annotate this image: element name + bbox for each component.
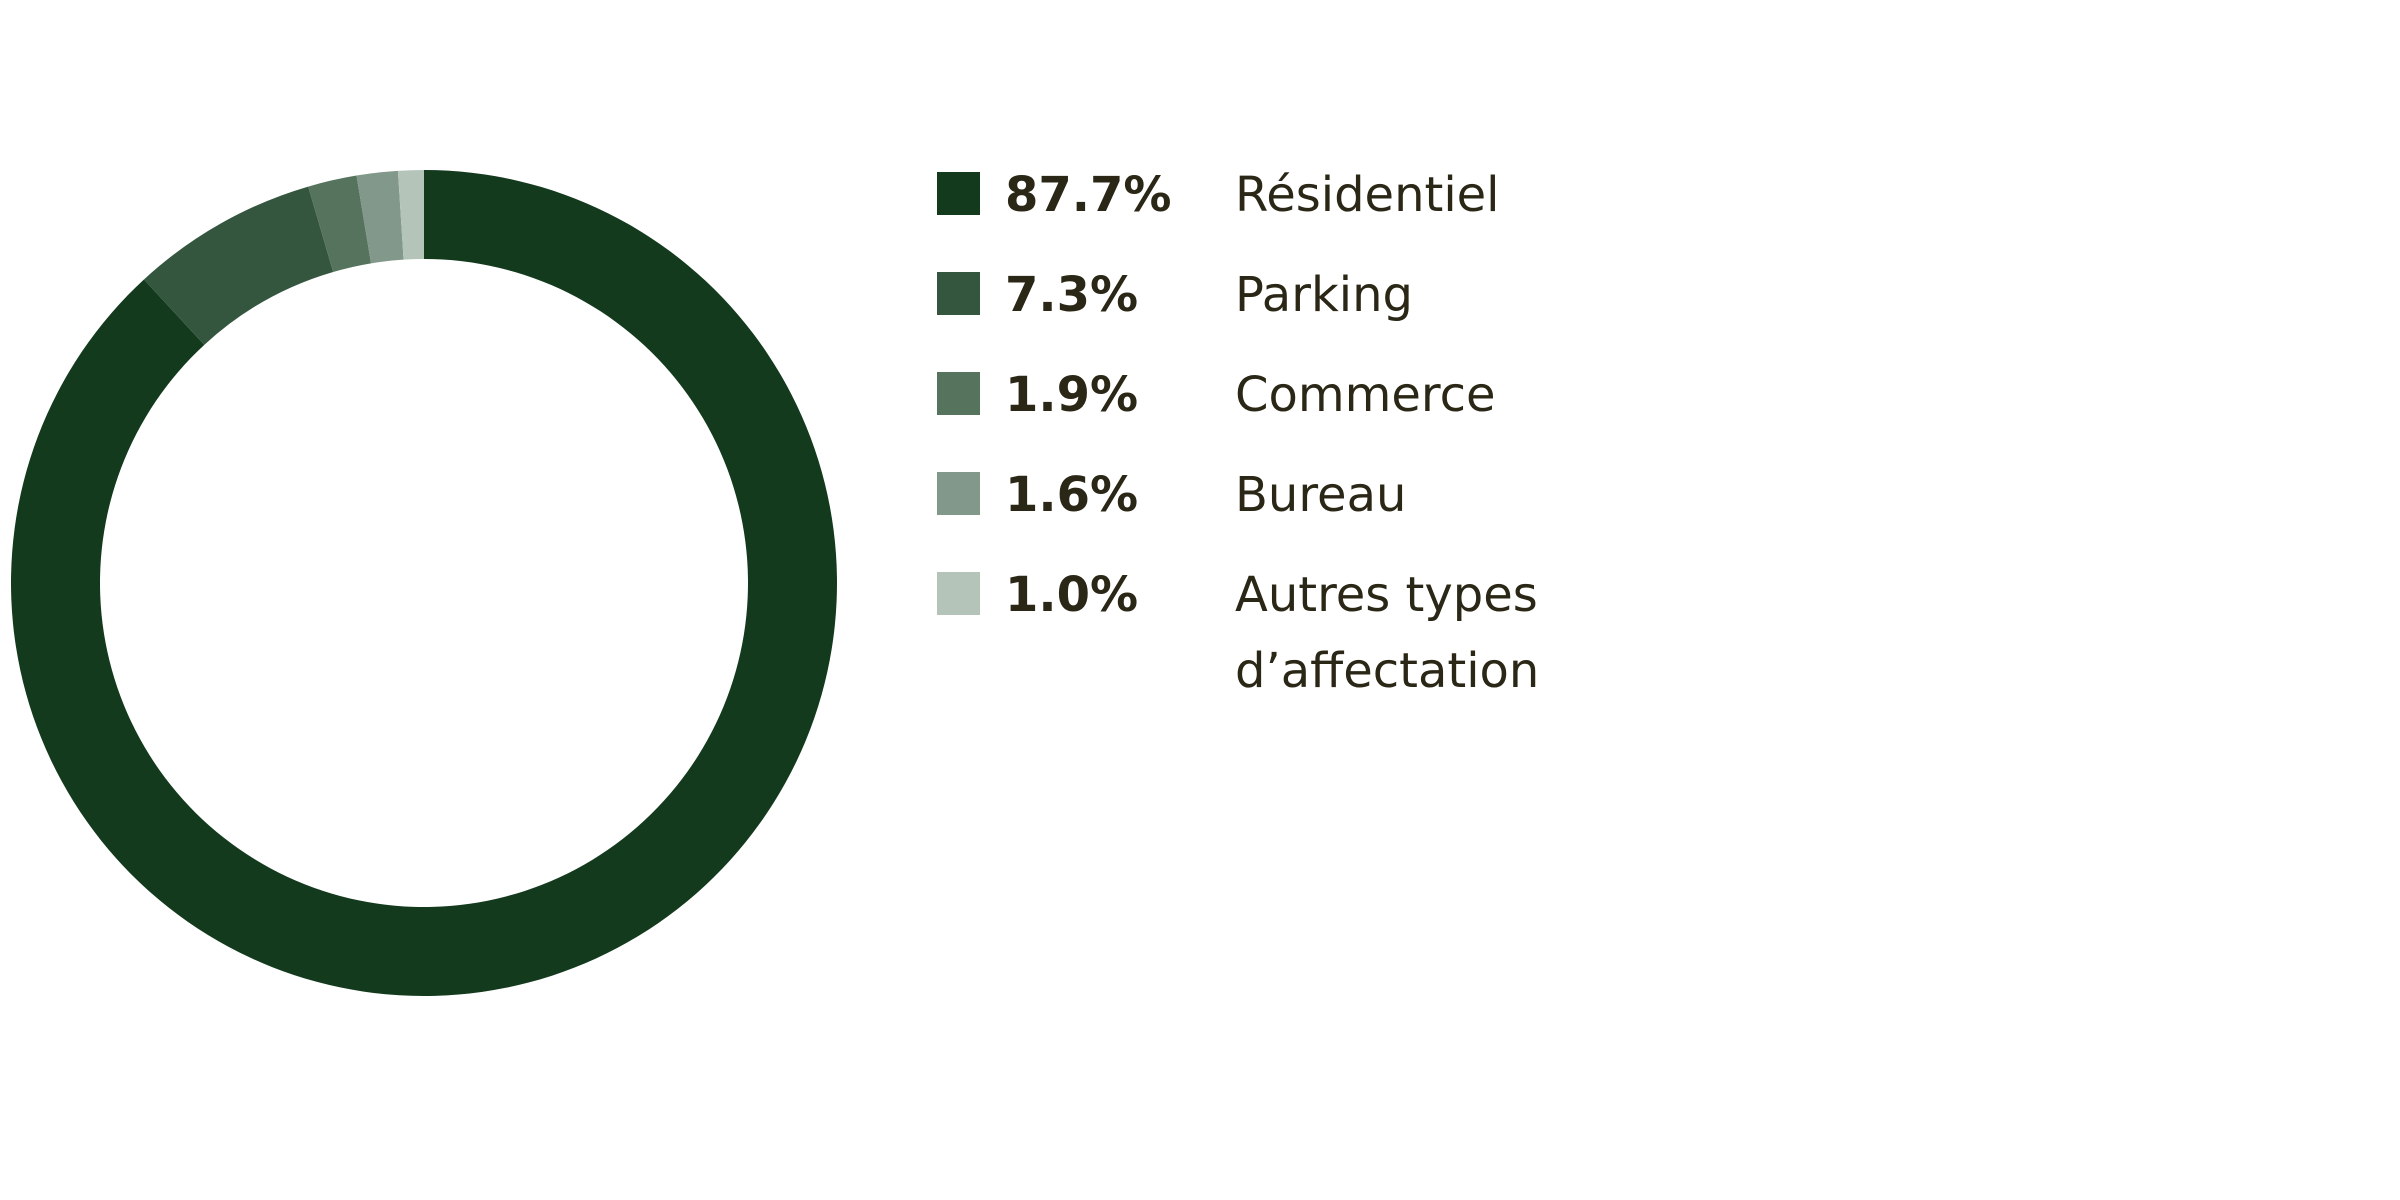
legend-value: 1.6% (1005, 467, 1139, 523)
legend-label: Parking (1235, 267, 1413, 323)
legend-value: 1.0% (1005, 567, 1139, 623)
legend-label: Commerce (1235, 367, 1496, 423)
legend-swatch (937, 372, 980, 415)
donut-slice (10, 170, 837, 996)
legend-label: Bureau (1235, 467, 1407, 523)
donut-slice (308, 175, 372, 272)
legend-label: Autres types d’affectation (1235, 567, 1540, 699)
legend-value: 87.7% (1005, 167, 1172, 223)
legend-swatch (937, 472, 980, 515)
donut-slice (143, 186, 334, 345)
legend-label: Résidentiel (1235, 167, 1500, 223)
donut-slice (356, 170, 404, 264)
legend-value: 1.9% (1005, 367, 1139, 423)
donut-chart (10, 170, 837, 996)
legend-value: 7.3% (1005, 267, 1139, 323)
legend-swatch (937, 572, 980, 615)
donut-slice (397, 170, 424, 260)
legend-swatch (937, 172, 980, 215)
legend-swatch (937, 272, 980, 315)
